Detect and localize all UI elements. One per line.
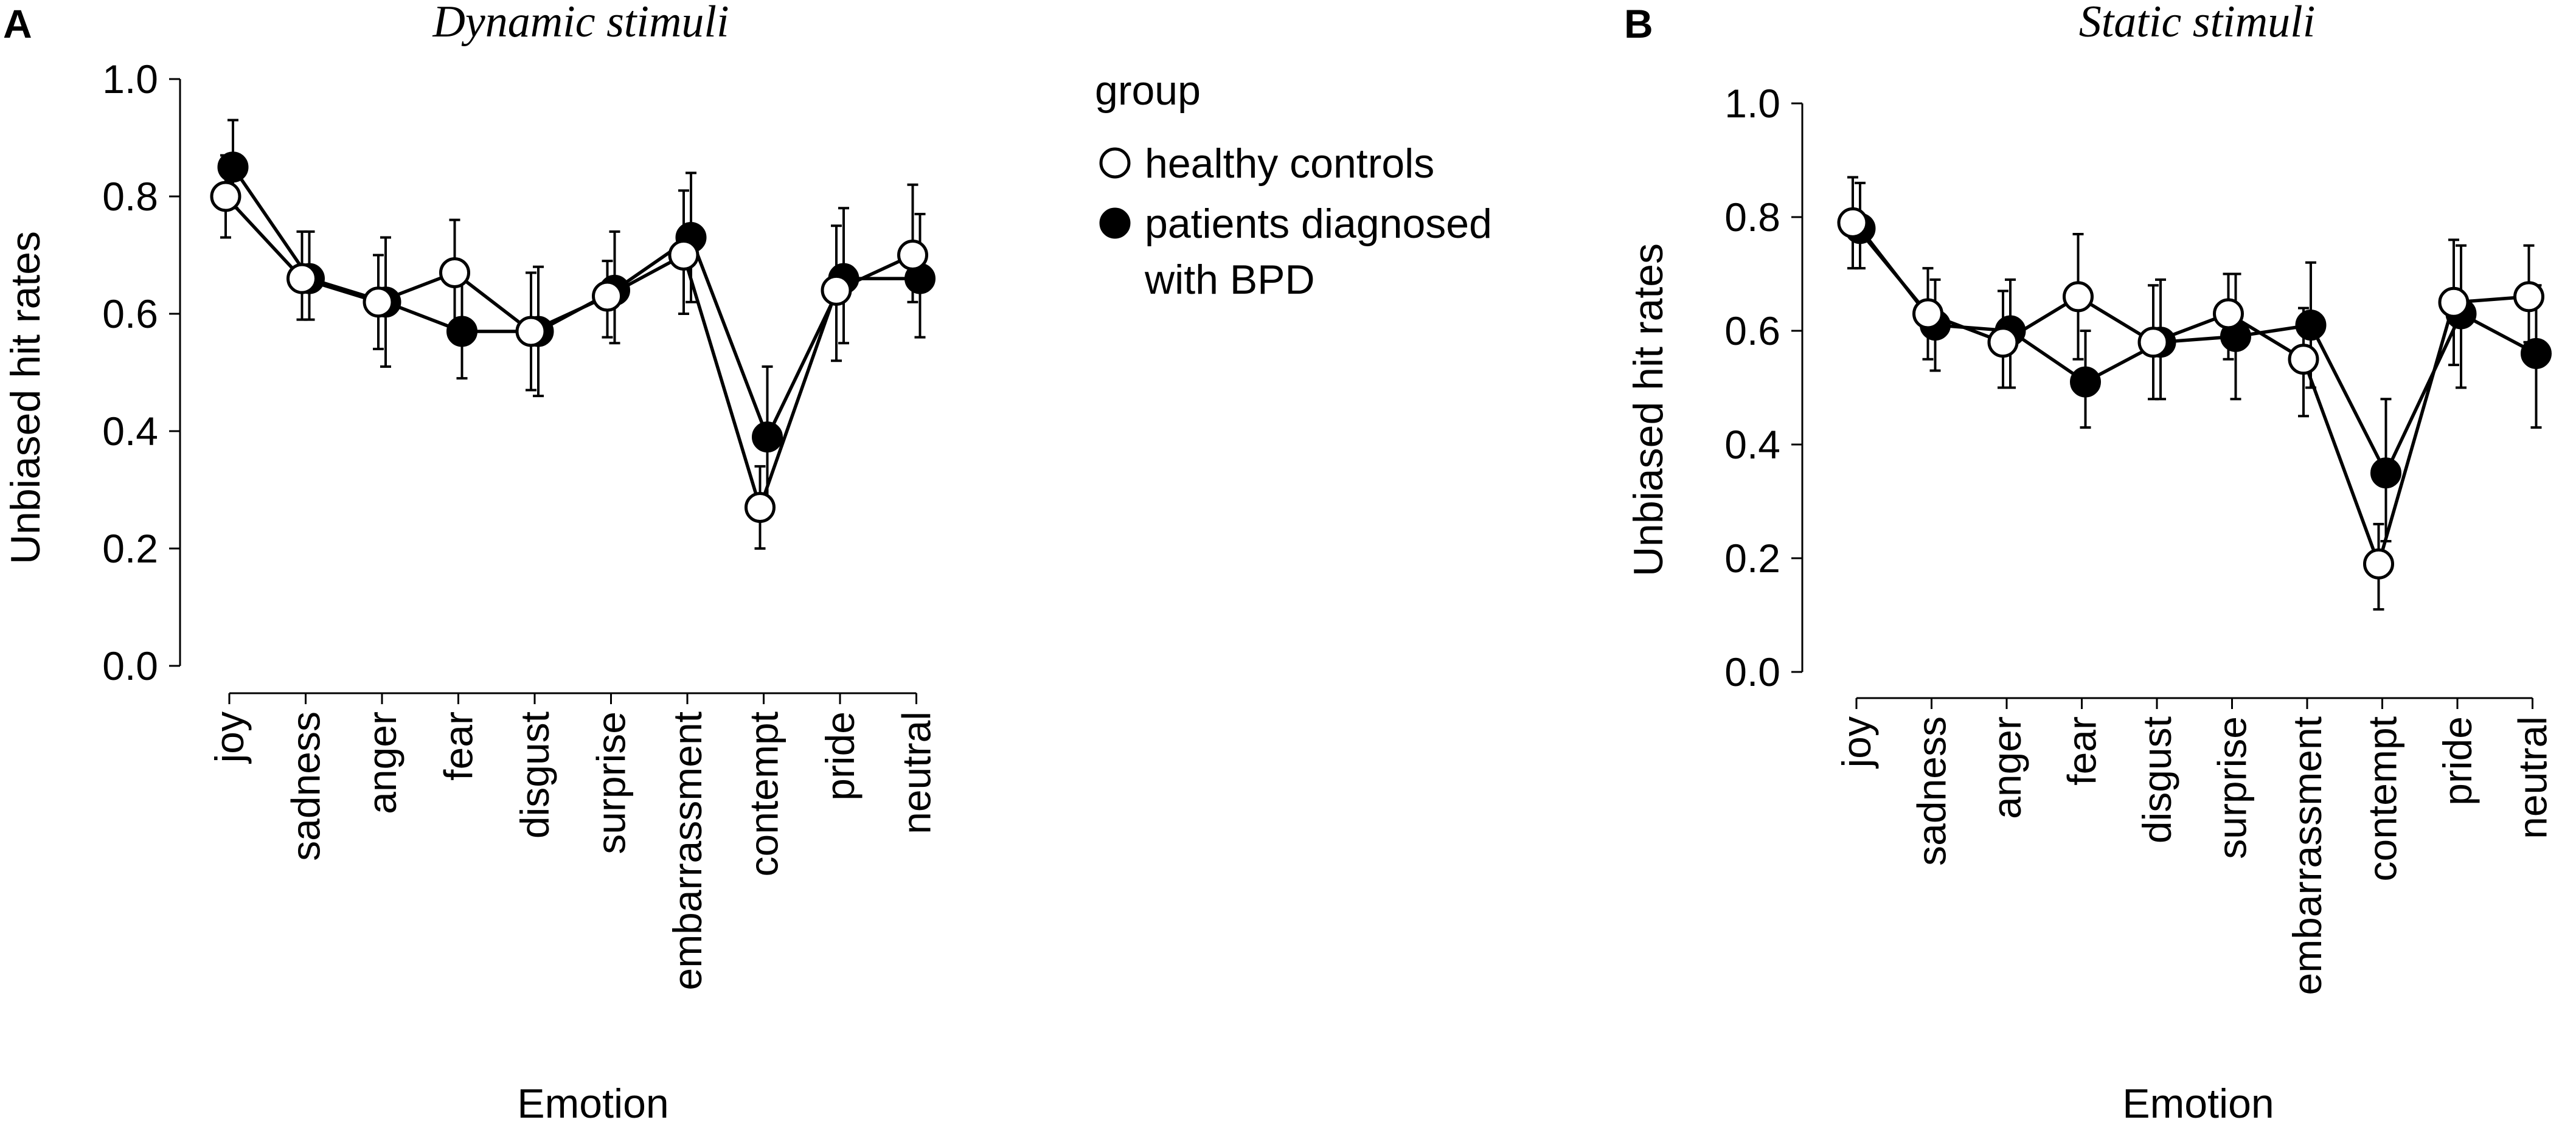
panel-a-label: A bbox=[3, 1, 32, 46]
panel-a-point-healthy-controls-disgust bbox=[515, 316, 547, 347]
panel-a-y-tick-label: 0.8 bbox=[102, 174, 158, 219]
panel-a-point-bpd-fear bbox=[446, 316, 477, 347]
panel-b-y-tick-label: 0.2 bbox=[1724, 536, 1780, 581]
panel-b-y-tick-label: 0.0 bbox=[1724, 649, 1780, 694]
panel-a-point-healthy-controls-neutral bbox=[897, 240, 928, 271]
panel-b-x-tick-label-anger: anger bbox=[1984, 716, 2029, 819]
panel-b-point-bpd-contempt bbox=[2370, 457, 2401, 489]
panel-b-y-tick-label: 0.8 bbox=[1724, 195, 1780, 240]
panel-b-point-bpd-neutral bbox=[2521, 337, 2552, 369]
panel-b-ylabel: Unbiased hit rates bbox=[1625, 243, 1672, 576]
panel-b-plot: 0.0 0.2 0.4 0.6 0.8 1.0 joy sadness anger fear dis… bbox=[1724, 81, 2555, 995]
panel-a-plot: 0.0 0.2 0.4 0.6 0.8 1.0 joy sadness anger fear dis… bbox=[102, 57, 939, 991]
panel-a-series-line-bpd bbox=[231, 166, 920, 441]
panel-b-xlabel: Emotion bbox=[2122, 1081, 2274, 1127]
panel-b-y-tick-label: 0.6 bbox=[1724, 308, 1780, 353]
panel-a-point-healthy-controls-embarrassment bbox=[668, 240, 700, 271]
panel-b-x-tick-label-disgust: disgust bbox=[2134, 716, 2179, 843]
legend-label-bpd-line2: with BPD bbox=[1144, 257, 1315, 303]
panel-a-x-tick-label-pride: pride bbox=[818, 711, 863, 801]
panel-a-y-tick-label: 0.0 bbox=[102, 643, 158, 688]
panel-b-x-tick-label-contempt: contempt bbox=[2360, 716, 2405, 881]
panel-b-point-healthy-controls-joy bbox=[1837, 207, 1869, 238]
panel-b-point-healthy-controls-sadness bbox=[1912, 298, 1943, 330]
panel-b-x-tick-label-fear: fear bbox=[2060, 716, 2105, 786]
panel-b-point-bpd-embarrassment bbox=[2295, 310, 2327, 341]
panel-b-point-healthy-controls-surprise bbox=[2213, 298, 2244, 330]
legend-marker-bpd bbox=[1099, 207, 1131, 239]
panel-b-point-bpd-fear bbox=[2070, 366, 2101, 398]
panel-b-series-line-healthy-controls bbox=[1851, 221, 2529, 570]
panel-a-point-healthy-controls-joy bbox=[210, 181, 241, 212]
panel-a-x-tick-label-neutral: neutral bbox=[894, 711, 939, 834]
legend-title: group bbox=[1095, 67, 1201, 114]
panel-b-x-tick-label-sadness: sadness bbox=[1909, 716, 1954, 866]
panel-a-x-tick-label-embarrassment: embarrassment bbox=[665, 711, 710, 991]
panel-b-point-healthy-controls-pride bbox=[2438, 286, 2470, 318]
panel-b-x-tick-label-surprise: surprise bbox=[2210, 716, 2255, 859]
panel-b-x-tick-label-embarrassment: embarrassment bbox=[2285, 716, 2330, 995]
legend-label-bpd-line1: patients diagnosed bbox=[1145, 201, 1492, 247]
panel-a-x-tick-label-surprise: surprise bbox=[589, 711, 634, 854]
panel-b-y-tick-label: 1.0 bbox=[1724, 81, 1780, 126]
panel-b-point-healthy-controls-fear bbox=[2063, 281, 2094, 313]
panel-b-point-healthy-controls-neutral bbox=[2513, 281, 2544, 313]
panel-b-title: Static stimuli bbox=[2079, 0, 2316, 47]
panel-b-point-healthy-controls-embarrassment bbox=[2288, 344, 2319, 375]
panel-b-point-healthy-controls-anger bbox=[1987, 327, 2019, 358]
panel-a-xlabel: Emotion bbox=[517, 1081, 668, 1127]
panel-a-point-bpd-joy bbox=[217, 151, 249, 183]
panel-a-point-bpd-contempt bbox=[752, 421, 783, 453]
panel-a-point-healthy-controls-contempt bbox=[745, 491, 776, 523]
legend-label-healthy-controls: healthy controls bbox=[1145, 140, 1434, 187]
panel-b-point-healthy-controls-contempt bbox=[2363, 548, 2394, 580]
panel-a-y-tick-label: 0.6 bbox=[102, 291, 158, 336]
panel-a-x-tick-label-sadness: sadness bbox=[283, 711, 328, 861]
panel-a-point-healthy-controls-pride bbox=[821, 274, 852, 306]
panel-b-y-tick-label: 0.4 bbox=[1724, 422, 1780, 467]
panel-b-point-healthy-controls-disgust bbox=[2137, 327, 2169, 358]
panel-a-y-tick-label: 0.4 bbox=[102, 409, 158, 454]
panel-a-y-tick-label: 0.2 bbox=[102, 526, 158, 571]
panel-b-x-tick-label-joy: joy bbox=[1834, 716, 1879, 769]
panel-a-x-tick-label-fear: fear bbox=[436, 711, 481, 781]
panel-b-series-line-bpd bbox=[1858, 227, 2537, 477]
panel-a-point-healthy-controls-surprise bbox=[592, 280, 623, 312]
panel-a-x-tick-label-contempt: contempt bbox=[741, 711, 786, 876]
panel-a-x-tick-label-joy: joy bbox=[207, 711, 252, 764]
panel-a-title: Dynamic stimuli bbox=[432, 0, 729, 47]
legend-marker-healthy-controls bbox=[1099, 147, 1131, 179]
legend: group healthy controls patients diagnose… bbox=[1095, 67, 1492, 303]
panel-a-point-healthy-controls-sadness bbox=[286, 263, 318, 294]
panel-a-point-healthy-controls-anger bbox=[363, 286, 394, 318]
panel-b-x-tick-label-neutral: neutral bbox=[2510, 716, 2555, 839]
panel-b-label: B bbox=[1624, 1, 1653, 46]
panel-a-y-tick-label: 1.0 bbox=[102, 57, 158, 102]
panel-b-x-tick-label-pride: pride bbox=[2435, 716, 2480, 806]
panel-a-x-tick-label-disgust: disgust bbox=[512, 711, 557, 839]
panel-a-ylabel: Unbiased hit rates bbox=[2, 231, 49, 564]
panel-a-point-healthy-controls-fear bbox=[439, 257, 470, 288]
panel-a-x-tick-label-anger: anger bbox=[359, 711, 404, 814]
